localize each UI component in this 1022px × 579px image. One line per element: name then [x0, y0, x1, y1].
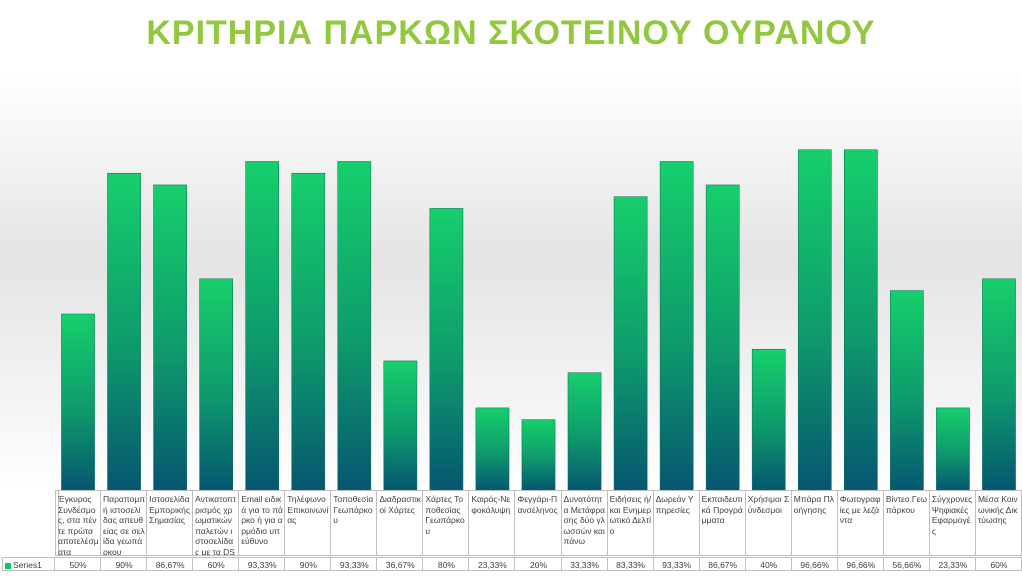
- value-cell: 60%: [975, 557, 1022, 571]
- category-cell: Παραπομπή ιστοσελίδας απευθείας σε σελίδ…: [101, 490, 148, 556]
- bar: [245, 161, 280, 491]
- bar: [844, 149, 878, 491]
- value-cell: 33,33%: [561, 557, 608, 571]
- value-cell: 93,33%: [331, 557, 378, 571]
- bar: [521, 419, 556, 491]
- bar: [61, 313, 95, 491]
- value-cell: 83,33%: [607, 557, 654, 571]
- value-cell: 36,67%: [377, 557, 424, 571]
- bar: [199, 278, 233, 491]
- category-cell: Σύγχρονες Ψηφιακές Εφαρμογές: [929, 490, 976, 556]
- category-cell: Εκπαιδευτικά Προγράμματα: [699, 490, 746, 556]
- bar: [429, 208, 464, 491]
- bar: [705, 184, 740, 491]
- category-cell: Αντικατοπτρισμός χρωματικών παλετών ιστο…: [193, 490, 240, 556]
- category-cell: Email ειδικά για το πάρκο ή για αρμόδιο …: [239, 490, 286, 556]
- category-cell: Έγκυρος Συνδέσμος, στα πέντε πρώτα αποτε…: [55, 490, 102, 556]
- category-cell: Φεγγάρι-Πανσέληνος: [515, 490, 562, 556]
- value-cell: 60%: [193, 557, 240, 571]
- value-cell: 96,66%: [791, 557, 838, 571]
- bar: [936, 407, 970, 491]
- value-cell: 90%: [101, 557, 148, 571]
- value-cell: 93,33%: [653, 557, 700, 571]
- category-cell: Τηλέφωνο Επικοινωνίας: [285, 490, 332, 556]
- bar: [982, 278, 1016, 491]
- legend-swatch: [5, 562, 11, 569]
- value-cell: 80%: [423, 557, 470, 571]
- value-cell: 23,33%: [469, 557, 516, 571]
- category-cell: Χάρτες Τοποθεσίας Γεωπάρκου: [423, 490, 470, 556]
- value-cell: 96,66%: [837, 557, 884, 571]
- value-cell: 40%: [745, 557, 792, 571]
- category-cell: Χρήσιμοι Σύνδεσμοι: [745, 490, 792, 556]
- legend-label: Series1: [13, 560, 42, 570]
- chart-title: ΚΡΙΤΗΡΙΑ ΠΑΡΚΩΝ ΣΚΟΤΕΙΝΟΥ ΟΥΡΑΝΟΥ: [146, 14, 876, 52]
- bar: [751, 348, 786, 491]
- value-cell: 93,33%: [239, 557, 286, 571]
- legend-entry: Series1: [2, 557, 55, 571]
- bar: [659, 161, 694, 491]
- category-cell: Ιστοσελίδα Εμπορικής Σημασίας: [147, 490, 194, 556]
- bar: [475, 407, 510, 491]
- bar: [567, 372, 602, 491]
- value-cell: 86,67%: [147, 557, 194, 571]
- bar: [797, 149, 832, 491]
- category-cell: Δωρεάν Υπηρεσίες: [653, 490, 700, 556]
- value-cell: 86,67%: [699, 557, 746, 571]
- category-cell: Μέσα Κοινωνικής Δικτύωσης: [975, 490, 1022, 556]
- bar: [291, 172, 326, 491]
- category-cell: Φωτογραφίες με λεζάντα: [837, 490, 884, 556]
- category-cell: Καιρός-Νεφοκάλυψη: [469, 490, 516, 556]
- bar: [153, 184, 187, 491]
- bar: [613, 196, 648, 491]
- category-cell: Ειδήσεις ή/και Ενημερωτικό Δελτίο: [607, 490, 654, 556]
- value-cell: 90%: [285, 557, 332, 571]
- category-cell: Βίντεο Γεωπάρκου: [883, 490, 930, 556]
- value-cell: 56,66%: [883, 557, 930, 571]
- value-cell: 50%: [55, 557, 102, 571]
- bar: [337, 161, 372, 491]
- value-cell: 20%: [515, 557, 562, 571]
- bar: [890, 290, 924, 491]
- value-cell: 23,33%: [929, 557, 976, 571]
- category-cell: Μπάρα Πλοήγησης: [791, 490, 838, 556]
- category-cell: Δυνατότητα Μετάφρασης δύο γλωσσών και πά…: [561, 490, 608, 556]
- bar: [107, 172, 141, 491]
- category-cell: Τοποθεσία Γεωπάρκου: [331, 490, 378, 556]
- category-cell: Διαδραστικοί Χάρτες: [377, 490, 424, 556]
- bar: [383, 360, 418, 491]
